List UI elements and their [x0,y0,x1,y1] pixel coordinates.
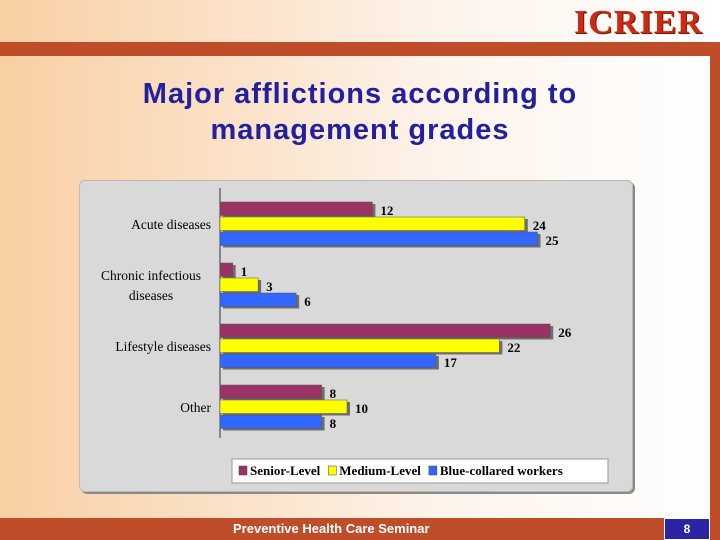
right-accent-bar [710,42,720,540]
footer-bar [0,518,710,540]
data-label: 10 [355,401,368,416]
data-label: 22 [507,340,520,355]
legend-swatch [328,465,337,476]
data-label: 26 [558,325,572,340]
data-label: 3 [266,279,273,294]
chart-frame: Senior-Level Medium-Level Blue-collared wo… [79,180,633,492]
category-label: diseases [129,288,173,303]
header-accent-bar [0,42,710,56]
data-label: 8 [330,386,337,401]
data-label: 6 [304,294,311,309]
data-label: 12 [380,203,393,218]
legend-label: Blue-collared workers [440,463,563,478]
page-number: 8 [664,518,710,540]
category-label: Acute diseases [131,217,211,232]
bar [219,353,437,368]
legend-swatch [428,465,438,476]
bar [219,262,233,277]
bar [219,323,551,338]
chart-legend: Senior-Level Medium-Level Blue-collared wo… [231,458,609,484]
bar [219,399,348,414]
footer-text: Preventive Health Care Seminar [233,521,430,536]
bar [219,292,297,307]
legend-box [231,458,609,484]
bar [219,277,259,292]
bar-chart: Senior-Level Medium-Level Blue-collared wo… [101,188,609,484]
bar [219,414,322,429]
data-label: 8 [330,416,337,431]
bar [219,201,373,216]
category-label: Other [180,400,211,415]
slide-title-line-1: Major afflictions according to [142,78,578,110]
legend-label: Senior-Level [250,463,321,478]
bar [219,338,500,353]
data-label: 24 [533,218,547,233]
data-label: 25 [546,233,560,248]
bar [219,231,538,246]
category-label: Lifestyle diseases [115,339,211,354]
data-label: 17 [444,355,458,370]
slide-title: Major afflictions according to managemen… [60,76,660,148]
category-label: Chronic infectious [101,268,201,283]
icrier-logo: ICRIER [574,4,703,41]
bar [219,384,322,399]
legend-swatch [238,465,248,476]
data-label: 1 [241,264,248,279]
slide-title-line-2: management grades [210,114,510,146]
legend-label: Medium-Level [339,463,421,478]
bar [219,216,526,231]
